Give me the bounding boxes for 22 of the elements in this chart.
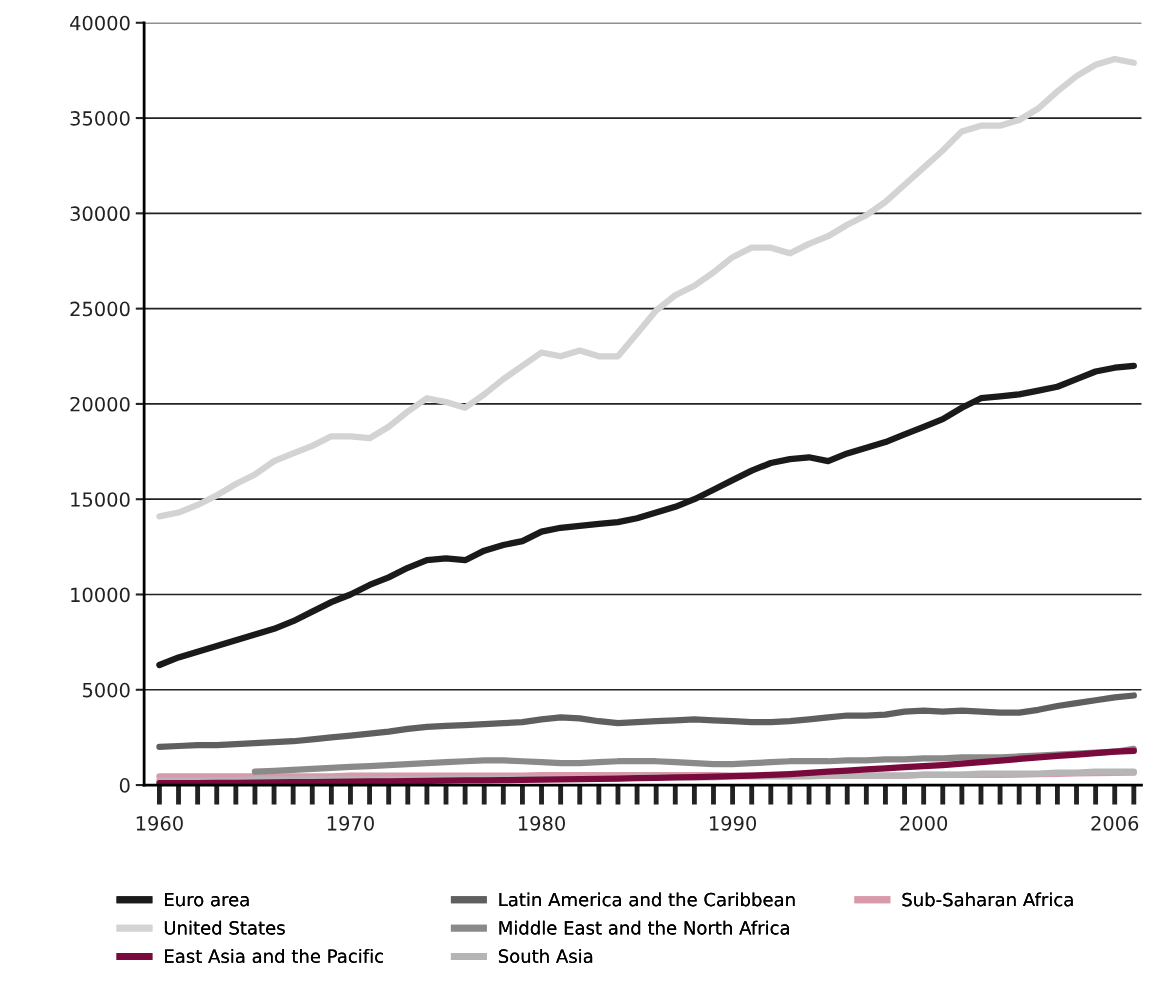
x-tick-label: 1960 [136,815,183,831]
x-tick-label: 1990 [709,815,757,831]
x-tick-label: 1980 [518,815,565,831]
y-tick-label: 5000 [82,682,130,698]
y-tick-label: 0 [119,778,130,793]
legend-label: Sub-Saharan Africa [902,892,1073,907]
legend-label: Middle East and the North Africa [499,920,789,935]
y-tick-label: 35000 [70,111,130,126]
y-tick-label: 20000 [70,396,130,412]
x-tick-label: 2006 [1091,815,1139,831]
y-tick-label: 15000 [71,492,130,507]
legend-label: South Asia [498,949,593,963]
y-tick-label: 10000 [71,587,130,603]
y-tick-label: 25000 [70,301,130,317]
x-tick-label: 2000 [900,815,948,831]
legend-label: United States [164,920,285,935]
legend-label: Latin America and the Caribbean [499,892,795,907]
y-tick-label: 40000 [70,15,130,31]
x-tick-label: 1970 [327,815,374,831]
legend-label: Euro area [165,892,249,907]
legend-label: East Asia and the Pacific [165,949,383,963]
y-tick-label: 30000 [70,206,130,222]
